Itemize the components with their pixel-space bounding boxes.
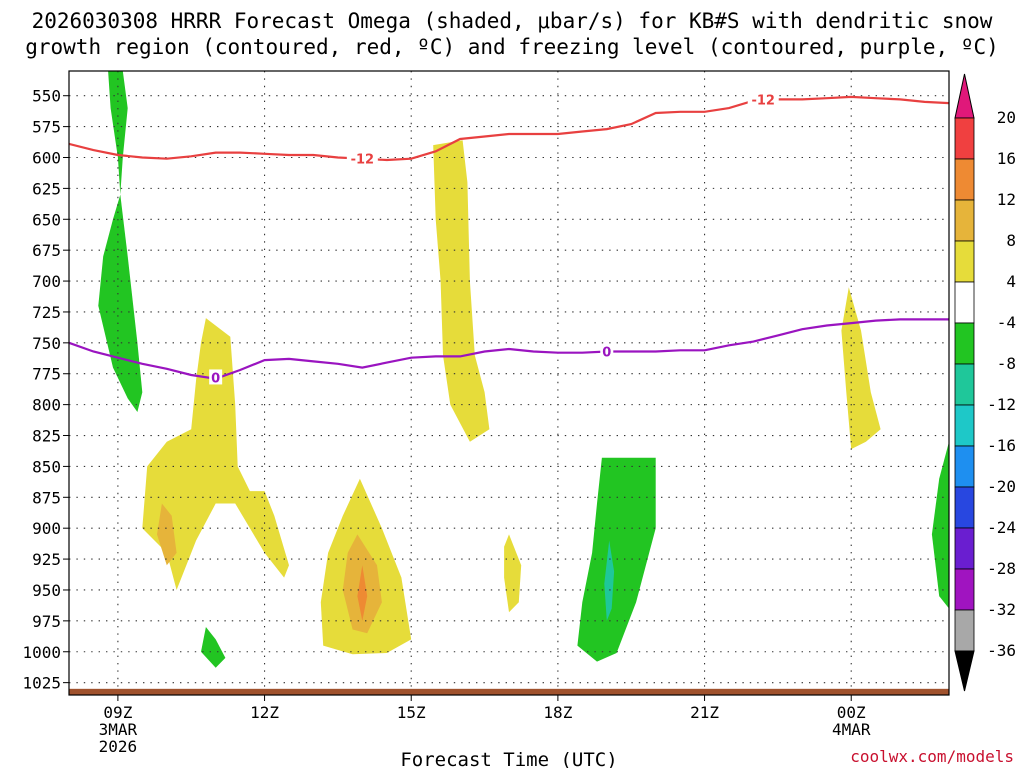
x-tick-label-21-0: 21Z	[690, 703, 719, 722]
colorbar-band-3	[954, 240, 975, 283]
x-tick-label-9-2: 2026	[99, 737, 138, 756]
region-red-lower-middle	[357, 565, 368, 621]
colorbar-label-8: -16	[987, 436, 1016, 455]
y-tick-label-750: 750	[32, 334, 61, 353]
grid	[69, 71, 949, 695]
colorbar-top-arrow	[954, 73, 975, 119]
y-tick-label-575: 575	[32, 118, 61, 137]
contour-label-bg-dendritic-growth-minus12-0	[346, 150, 378, 166]
contour-label-dendritic-growth-minus12-0: -12	[351, 153, 375, 168]
colorbar-band-12	[954, 609, 975, 652]
colorbar-band-2	[954, 199, 975, 242]
y-tick-label-700: 700	[32, 272, 61, 291]
title-line-2: growth region (contoured, red, ºC) and f…	[25, 35, 999, 59]
x-tick-label-12-0: 12Z	[250, 703, 279, 722]
region-yellow-vertical-center	[433, 140, 490, 442]
y-tick-label-850: 850	[32, 457, 61, 476]
colorbar-band-6	[954, 363, 975, 406]
y-tick-label-875: 875	[32, 488, 61, 507]
region-teal-lower-right-center	[604, 540, 615, 621]
region-green-lower-right-center	[577, 457, 656, 662]
x-tick-label-15-0: 15Z	[397, 703, 426, 722]
x-tick-label-24-0: 00Z	[837, 703, 866, 722]
colorbar-label-0: 20	[997, 108, 1016, 127]
credit-link[interactable]: coolwx.com/models	[850, 747, 1014, 766]
contour-label-dendritic-growth-minus12-1: -12	[751, 93, 775, 108]
contour-label-bg-freezing-level-0-0	[209, 369, 223, 385]
y-tick-label-600: 600	[32, 148, 61, 167]
region-orange-left-lobe	[157, 503, 177, 566]
colorbar-label-11: -28	[987, 559, 1016, 578]
colorbar-label-4: 4	[1006, 272, 1016, 291]
colorbar-label-10: -24	[987, 518, 1016, 537]
colorbar-band-0	[954, 117, 975, 160]
x-tick-label-9-0: 09Z	[103, 703, 132, 722]
y-tick-label-775: 775	[32, 365, 61, 384]
region-yellow-small-low-center	[504, 534, 522, 613]
y-tick-label-725: 725	[32, 303, 61, 322]
terrain-ground	[69, 688, 949, 695]
y-axis: 550 575 600 625 650 675 700 725 750 775 800 825 850 8…	[22, 87, 69, 693]
title-line-1: 2026030308 HRRR Forecast Omega (shaded, …	[31, 9, 993, 33]
colorbar-label-6: -8	[997, 354, 1016, 373]
y-tick-label-800: 800	[32, 396, 61, 415]
x-tick-label-24-1: 4MAR	[832, 720, 871, 739]
colorbar-band-10	[954, 527, 975, 570]
contour-label-freezing-level-0-1: 0	[602, 345, 611, 360]
region-green-right-edge	[931, 441, 949, 609]
colorbar-label-1: 16	[997, 149, 1016, 168]
colorbar-band-11	[954, 568, 975, 611]
y-tick-label-900: 900	[32, 519, 61, 538]
colorbar-band-7	[954, 404, 975, 447]
x-tick-label-9-1: 3MAR	[99, 720, 138, 739]
colorbar-band-4	[954, 281, 975, 324]
colorbar-label-13: -36	[987, 641, 1016, 660]
y-tick-label-550: 550	[32, 87, 61, 106]
y-tick-label-625: 625	[32, 179, 61, 198]
colorbar-band-5	[954, 322, 975, 365]
contour-dendritic-growth-minus12	[69, 95, 949, 162]
region-yellow-right	[841, 287, 881, 450]
y-tick-label-825: 825	[32, 427, 61, 446]
terrain	[69, 688, 949, 695]
colorbar-band-8	[954, 445, 975, 488]
region-green-upper-left	[108, 71, 128, 195]
colorbar-bottom-arrow	[954, 650, 975, 692]
colorbar-label-9: -20	[987, 477, 1016, 496]
y-tick-label-675: 675	[32, 241, 61, 260]
chart-title: 2026030308 HRRR Forecast Omega (shaded, …	[0, 8, 1024, 60]
colorbar-band-9	[954, 486, 975, 529]
y-tick-label-1025: 1025	[22, 674, 61, 693]
region-yellow-left-lobe	[142, 318, 289, 590]
colorbar-label-5: -4	[997, 313, 1016, 332]
colorbar-band-1	[954, 158, 975, 201]
shaded-regions	[98, 71, 949, 668]
colorbar-label-2: 12	[997, 190, 1016, 209]
region-green-small-low	[201, 627, 226, 668]
colorbar-label-3: 8	[1006, 231, 1016, 250]
contour-label-bg-dendritic-growth-minus12-1	[747, 91, 779, 107]
plot-frame	[68, 70, 950, 696]
contour-label-freezing-level-0-0: 0	[211, 371, 220, 386]
y-tick-label-950: 950	[32, 581, 61, 600]
contour-label-bg-freezing-level-0-1	[600, 343, 614, 359]
region-green-left-column	[98, 194, 143, 412]
x-tick-label-18-0: 18Z	[543, 703, 572, 722]
y-tick-label-975: 975	[32, 612, 61, 631]
contours: -12 -12 0 0	[69, 91, 949, 386]
y-tick-label-650: 650	[32, 210, 61, 229]
colorbar-label-12: -32	[987, 600, 1016, 619]
y-tick-label-1000: 1000	[22, 643, 61, 662]
colorbar: 20 16 12 8 4 -4 -8 -12 -16 -20 -24 -28 -32 -36	[954, 73, 1016, 692]
y-tick-label-925: 925	[32, 550, 61, 569]
x-axis-title: Forecast Time (UTC)	[400, 749, 617, 768]
colorbar-label-7: -12	[987, 395, 1016, 414]
